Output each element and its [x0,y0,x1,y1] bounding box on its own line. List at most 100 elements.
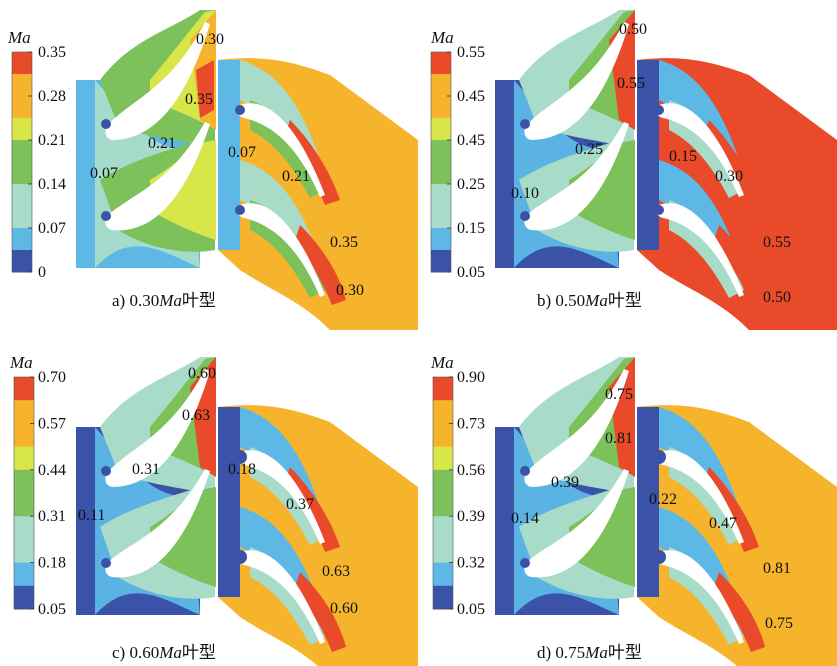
mach-value-label: 0.14 [511,510,539,527]
flow-contour-d: Ma 0.90 0.73 0.56 0.39 0.32 0.05 0.75 0.81 0.39… [430,353,837,666]
leading-edge-marker [233,550,247,564]
leading-edge-marker [654,205,664,215]
panel-caption: a) 0.30Ma叶型 [112,291,216,310]
colorbar-band [14,400,34,424]
colorbar-band [14,469,34,494]
colorbar-band [433,585,453,610]
colorbar-band [12,96,32,119]
blade-lower-stage1 [524,469,629,578]
colorbar-band [14,423,34,448]
colorbar-tick-label: 0.45 [457,88,485,105]
colorbar-tick-label: 0.05 [457,264,485,281]
colorbar-band [433,469,453,494]
blade-lower-stage1 [105,469,210,578]
blade-lower-stage2 [656,203,744,297]
upper-exit-peak [615,60,633,118]
mach-value-label: 0.47 [709,515,737,532]
blade-upper-stage2 [656,103,744,197]
flow-contour-b: Ma 0.55 0.45 0.45 0.25 0.15 0.05 0.50 0.55 0.25… [430,10,837,330]
colorbar-band [433,516,453,540]
stage2-hot [295,572,346,652]
colorbar-tick-label: 0.32 [457,555,485,572]
mach-value-label: 0.07 [228,144,256,161]
mach-value-label: 0.21 [148,135,176,152]
leading-edge-marker [520,119,530,129]
leading-edge-marker [101,466,111,476]
mach-value-label: 0.35 [185,91,213,108]
colorbar-band [431,162,451,185]
mach-value-label: 0.30 [715,168,743,185]
panel-a: Ma 0.35 0.28 0.21 0.14 0.07 0 0.30 0.35 0.21 0.0… [0,0,418,333]
colorbar-tick-label: 0.31 [38,508,66,525]
cascade-drawing [76,357,418,666]
colorbar-frame [13,376,35,610]
colorbar-band [433,562,453,587]
colorbar-band [14,377,34,401]
leading-edge-marker [520,558,530,568]
mach-value-label: 0.10 [511,185,539,202]
colorbar-tick-label: 0.28 [38,88,66,105]
lower-passage-accel [150,487,216,587]
value-labels: 0.60 0.63 0.31 0.11 0.18 0.37 0.63 0.60 [78,365,358,617]
colorbar-band [433,377,453,401]
colorbar-band [431,250,451,273]
mach-value-label: 0.39 [551,474,579,491]
cascade-drawing [495,357,837,666]
colorbar-band [431,96,451,119]
blade-upper-stage1 [105,22,210,140]
panel-c: Ma 0.70 0.57 0.44 0.31 0.18 0.05 0.60 0.63 0.31… [0,333,418,666]
colorbar-band [14,516,34,540]
panel-caption: b) 0.50Ma叶型 [537,291,642,310]
colorbar-tick-label: 0.05 [457,601,485,618]
mach-value-label: 0.30 [196,31,224,48]
colorbar-band [431,118,451,141]
colorbar-band [14,585,34,610]
cascade-drawing [495,10,837,330]
stage2-inlet [218,407,240,597]
colorbar-band [431,206,451,229]
stage2-hot [714,225,765,305]
colorbar-tick-label: 0.39 [457,508,485,525]
colorbar-band [12,140,32,163]
colorbar-band [12,228,32,251]
cascade-drawing [76,10,418,330]
leading-edge-marker [520,466,530,476]
colorbar-band [433,423,453,448]
panel-d: Ma 0.90 0.73 0.56 0.39 0.32 0.05 0.75 0.81 0.39… [419,333,837,666]
value-labels: 0.30 0.35 0.21 0.07 0.07 0.21 0.35 0.30 [90,31,364,299]
colorbar [11,51,33,273]
upper-exit-peak [196,407,214,465]
value-labels: 0.75 0.81 0.39 0.14 0.22 0.47 0.81 0.75 [511,386,793,632]
leading-edge-marker [101,211,111,221]
colorbar-band [433,446,453,471]
mach-value-label: 0.15 [669,148,697,165]
colorbar-tick-label: 0.21 [38,132,66,149]
colorbar-band [14,562,34,587]
colorbar-band [12,184,32,207]
colorbar-ticks: 0.70 0.57 0.44 0.31 0.18 0.05 [30,369,66,618]
colorbar-band [431,74,451,97]
stage2-hot [714,572,765,652]
colorbar [430,51,452,273]
colorbar-band [12,206,32,229]
colorbar-title: Ma [7,28,31,47]
colorbar-tick-label: 0.18 [38,555,66,572]
mach-value-label: 0.11 [78,507,105,524]
colorbar-band [14,493,34,517]
leading-edge-marker [235,205,245,215]
mach-value-label: 0.81 [605,430,633,447]
colorbar-band [431,228,451,251]
colorbar-band [12,52,32,75]
colorbar-band [433,400,453,424]
panel-caption: d) 0.75Ma叶型 [537,643,642,662]
colorbar-tick-label: 0.57 [38,415,66,432]
blade-upper-stage2 [237,103,325,197]
colorbar-tick-label: 0.44 [38,462,66,479]
mach-value-label: 0.30 [336,282,364,299]
mach-value-label: 0.31 [132,461,160,478]
leading-edge-marker [101,558,111,568]
mach-value-label: 0.81 [763,560,791,577]
value-labels: 0.50 0.55 0.25 0.10 0.15 0.30 0.55 0.50 [511,21,791,306]
colorbar-band [433,539,453,564]
flow-contour-c: Ma 0.70 0.57 0.44 0.31 0.18 0.05 0.60 0.63 0.31… [9,353,418,666]
